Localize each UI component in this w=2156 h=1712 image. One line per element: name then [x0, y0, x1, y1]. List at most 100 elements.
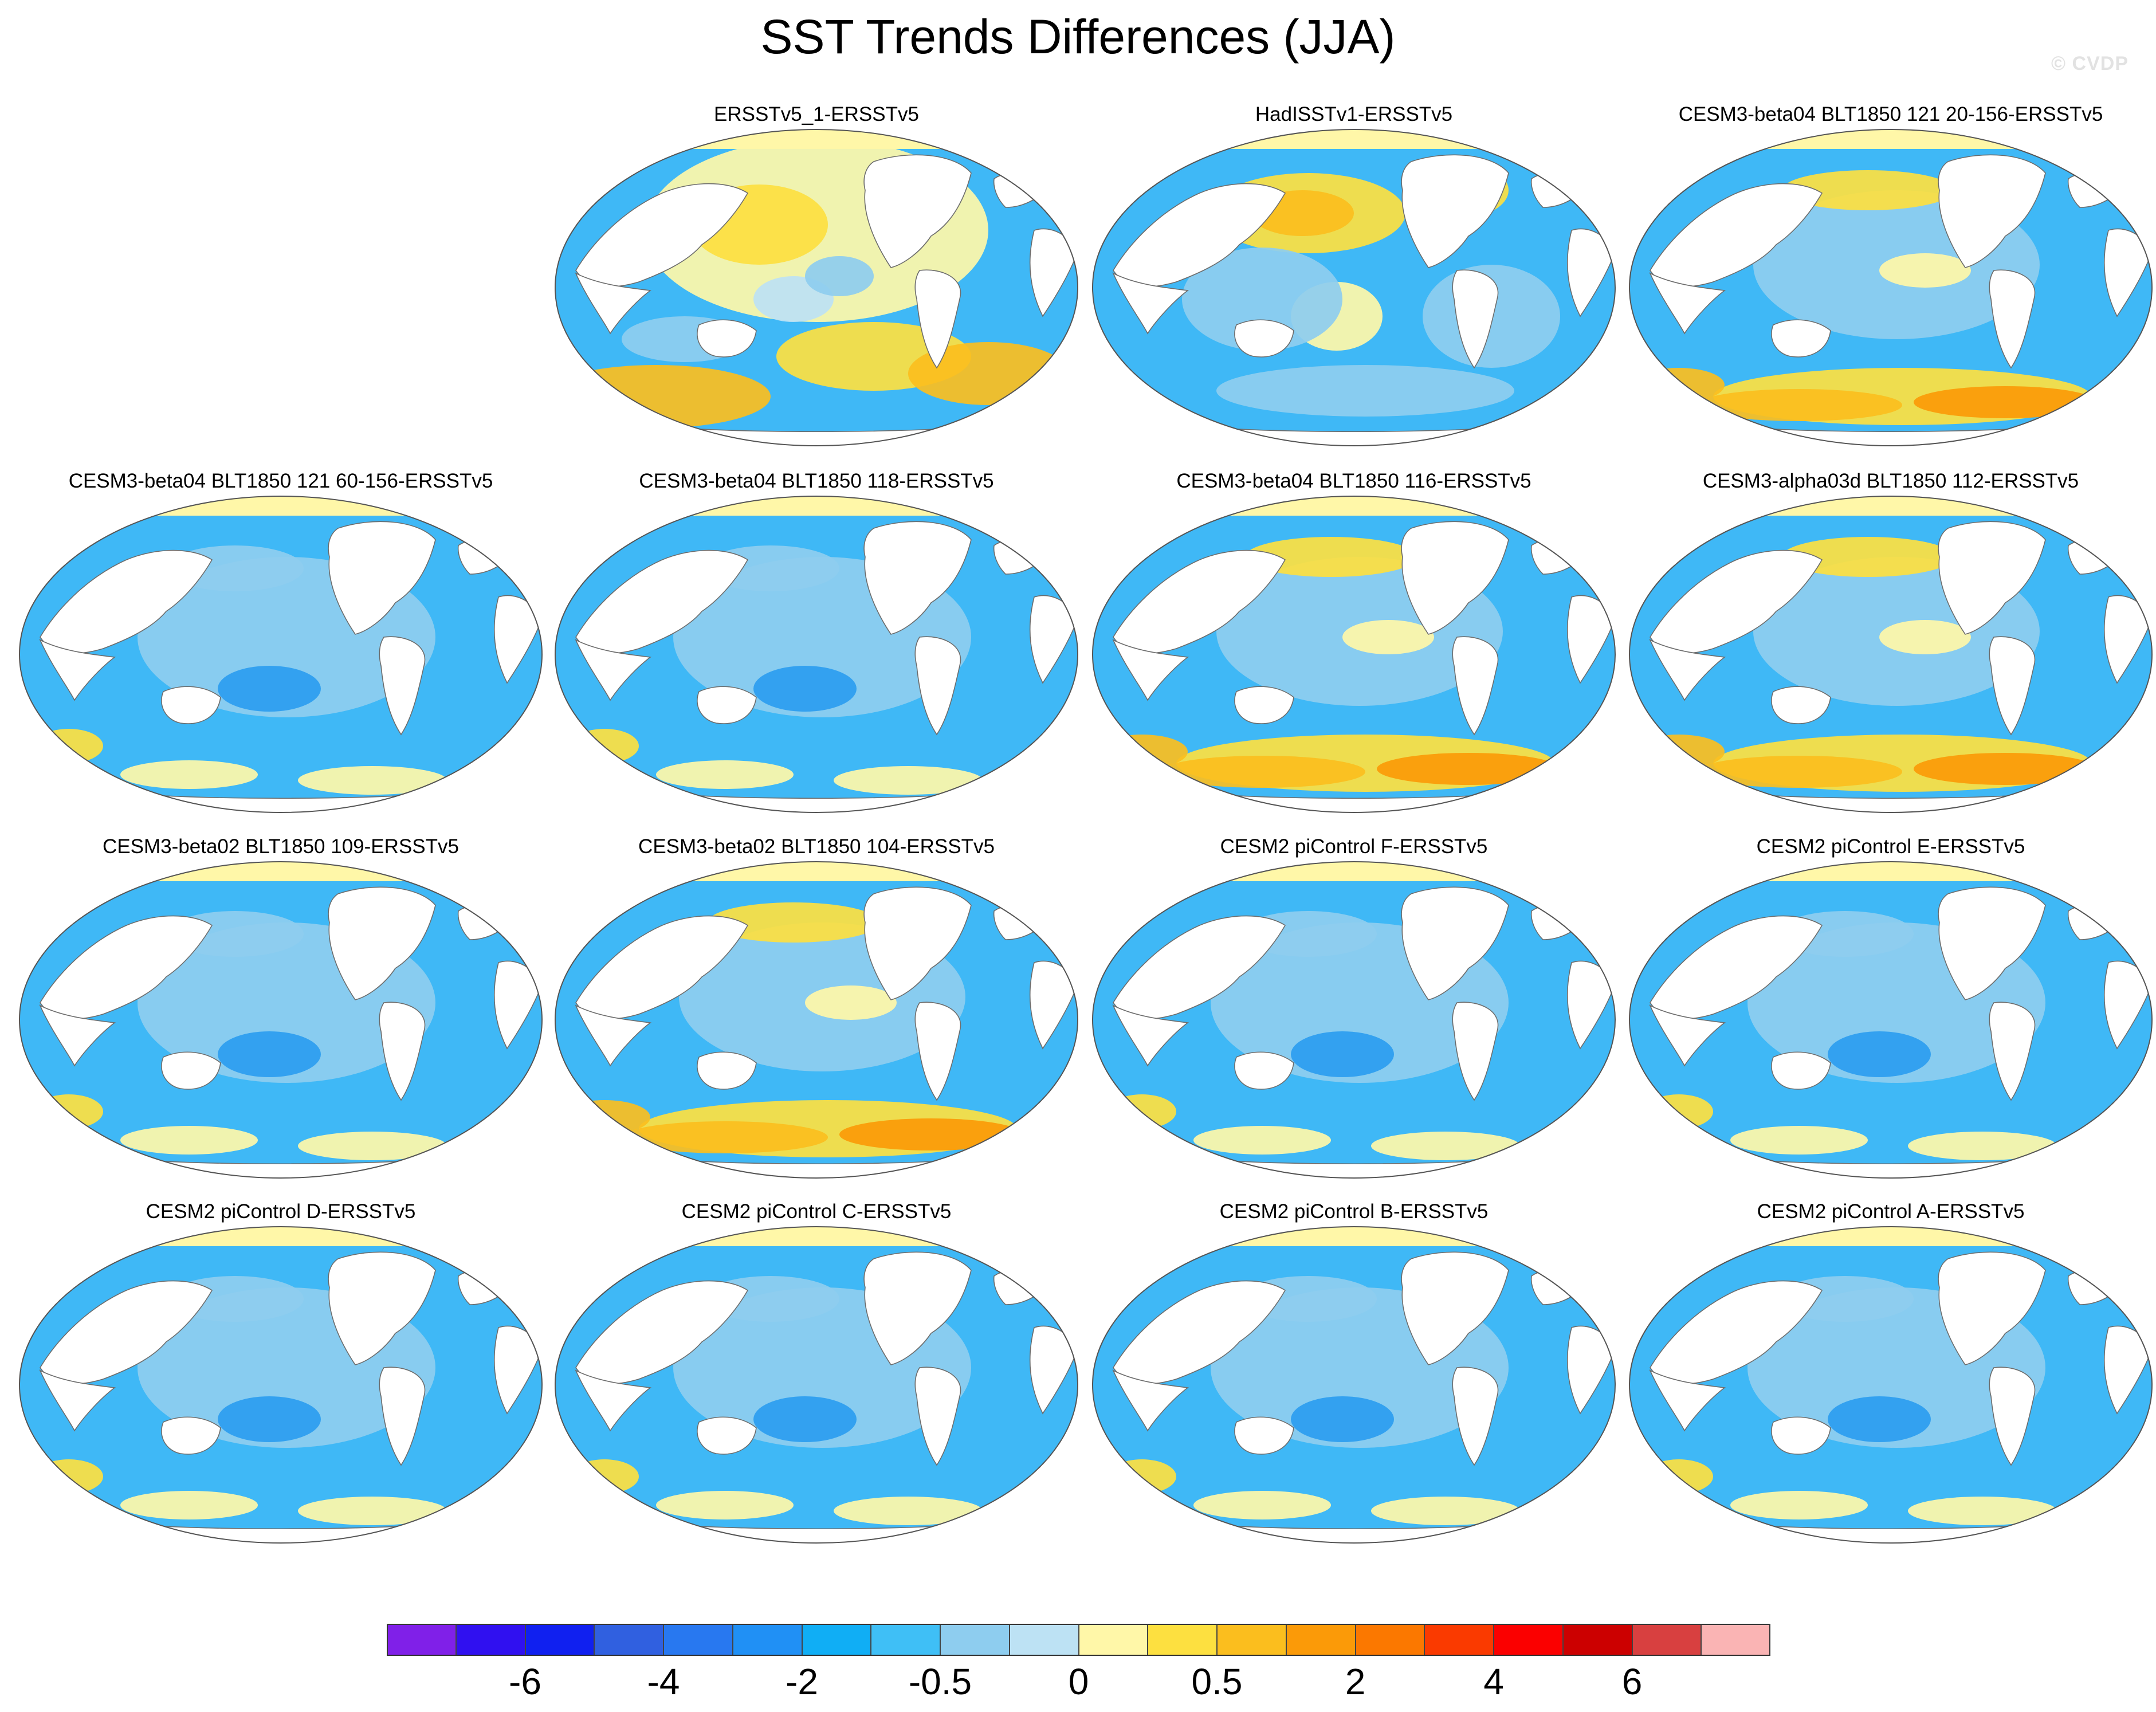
- map-panel: CESM2 piControl C-ERSSTv5: [547, 1200, 1086, 1567]
- arctic-region: [1629, 496, 2152, 516]
- anomaly-region: [839, 1118, 1023, 1151]
- anomaly-region: [805, 256, 874, 296]
- arctic-region: [555, 129, 1078, 149]
- land-mass: [1989, 1367, 2036, 1466]
- land-mass: [1113, 1280, 1286, 1384]
- map-outline: [1092, 1226, 1616, 1544]
- anomaly-region: [656, 760, 794, 789]
- land-mass: [379, 1002, 426, 1101]
- land-mass: [1452, 1002, 1499, 1101]
- anomaly-region: [1371, 1132, 1520, 1160]
- map-outline: [1629, 496, 2153, 813]
- map-panel: CESM2 piControl E-ERSSTv5: [1621, 835, 2156, 1202]
- land-mass: [1938, 886, 2046, 1000]
- anomaly-region: [559, 1100, 650, 1134]
- land-mass: [697, 686, 757, 724]
- land-mass: [39, 1004, 116, 1067]
- colorbar-tick-label: -2: [786, 1661, 818, 1702]
- world-map: [555, 496, 1078, 813]
- world-map: [1629, 496, 2153, 813]
- land-mass: [1771, 686, 1831, 724]
- land-mass: [1649, 1369, 1726, 1432]
- anomaly-region: [1782, 537, 1954, 577]
- land-mass: [697, 319, 757, 358]
- land-mass: [1234, 1416, 1294, 1455]
- anomaly-region: [1633, 368, 1725, 402]
- anomaly-region: [218, 666, 321, 712]
- anomaly-region: [1377, 753, 1560, 785]
- map-panel: CESM3-beta04 BLT1850 116-ERSSTv5: [1085, 470, 1623, 837]
- map-outline: [1092, 496, 1616, 813]
- colorbar-box: [1009, 1624, 1079, 1656]
- anomaly-region: [1193, 1126, 1331, 1155]
- anomaly-region: [34, 1459, 103, 1494]
- map-outline: [1629, 861, 2153, 1179]
- map-panel: CESM2 piControl A-ERSSTv5: [1621, 1200, 2156, 1567]
- map-outline: [1629, 129, 2153, 446]
- land-mass: [1650, 549, 1823, 654]
- anomaly-region: [1879, 253, 1971, 288]
- panel-title: CESM2 piControl E-ERSSTv5: [1756, 835, 2025, 858]
- land-mass: [575, 549, 749, 654]
- world-map: [555, 129, 1078, 446]
- anomaly-region: [1182, 248, 1342, 351]
- map-outline: [19, 496, 543, 813]
- colorbar-box: [1078, 1624, 1148, 1656]
- map-panel: CESM3-beta02 BLT1850 104-ERSSTv5: [547, 835, 1086, 1202]
- colorbar-box: [802, 1624, 871, 1656]
- anomaly-region: [120, 1126, 258, 1155]
- land-mass: [575, 183, 749, 287]
- panel-title: CESM2 piControl B-ERSSTv5: [1219, 1200, 1489, 1223]
- land-mass: [1771, 319, 1831, 358]
- map-outline: [555, 861, 1078, 1179]
- land-mass: [575, 272, 652, 335]
- panel-title: HadISSTv1-ERSSTv5: [1255, 103, 1453, 125]
- colorbar: [387, 1624, 1770, 1657]
- panel-title: CESM3-beta02 BLT1850 104-ERSSTv5: [638, 835, 995, 858]
- land-mass: [1989, 1002, 2036, 1101]
- land-mass: [914, 636, 961, 736]
- anomaly-region: [805, 985, 897, 1020]
- land-mass: [1650, 915, 1823, 1019]
- land-mass: [2067, 172, 2121, 208]
- anomaly-region: [1730, 1126, 1868, 1155]
- panel-title: CESM2 piControl F-ERSSTv5: [1220, 835, 1488, 858]
- land-mass: [1530, 172, 1584, 208]
- colorbar-box: [1148, 1624, 1217, 1656]
- land-mass: [1401, 1251, 1509, 1365]
- land-mass: [1530, 904, 1584, 940]
- world-map: [1092, 861, 1616, 1179]
- anomaly-region: [1908, 1132, 2057, 1160]
- anomaly-region: [1696, 756, 1902, 788]
- land-mass: [1112, 272, 1189, 335]
- land-mass: [1112, 1369, 1189, 1432]
- panel-title: CESM2 piControl A-ERSSTv5: [1757, 1200, 2025, 1223]
- anomaly-region: [1342, 620, 1434, 654]
- arctic-region: [1093, 496, 1615, 516]
- anomaly-region: [1730, 1491, 1868, 1519]
- land-mass: [328, 1251, 436, 1365]
- panel-title: CESM3-alpha03d BLT1850 112-ERSSTv5: [1702, 470, 2079, 492]
- map-panel: CESM3-beta04 BLT1850 121 60-156-ERSSTv5: [11, 470, 550, 837]
- land-mass: [161, 1051, 221, 1090]
- map-outline: [555, 129, 1078, 446]
- anomaly-region: [753, 1396, 857, 1442]
- land-mass: [1452, 1367, 1499, 1466]
- land-mass: [161, 686, 221, 724]
- land-mass: [1401, 886, 1509, 1000]
- land-mass: [39, 639, 116, 701]
- panel-title: CESM3-beta04 BLT1850 121 60-156-ERSSTv5: [68, 470, 493, 492]
- land-mass: [1938, 1251, 2046, 1365]
- land-mass: [1530, 1269, 1584, 1305]
- arctic-region: [555, 496, 1078, 516]
- land-mass: [2067, 539, 2121, 575]
- map-outline: [555, 496, 1078, 813]
- arctic-region: [1093, 1227, 1615, 1246]
- colorbar-box: [663, 1624, 733, 1656]
- land-mass: [1401, 521, 1509, 635]
- anomaly-region: [298, 766, 447, 795]
- land-mass: [914, 1002, 961, 1101]
- arctic-region: [19, 496, 542, 516]
- land-mass: [863, 154, 972, 268]
- world-map: [555, 861, 1078, 1179]
